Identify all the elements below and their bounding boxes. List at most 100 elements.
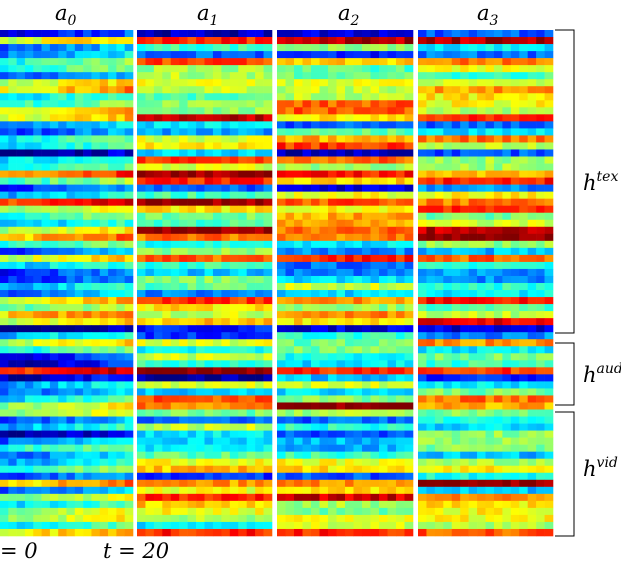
heatmap-cell [196,311,205,319]
heatmap-cell [196,444,205,452]
heatmap-cell [255,226,264,235]
heatmap-cell [58,86,67,94]
heatmap-cell [345,381,354,389]
heatmap-cell [187,44,197,52]
heatmap-cell [145,374,155,382]
heatmap-cell [370,240,380,249]
heatmap-cell [116,240,125,249]
heatmap-cell [460,479,469,488]
heatmap-cell [302,30,312,38]
heatmap-cell [536,339,545,347]
heatmap-cell [302,51,312,59]
heatmap-cell [124,493,134,502]
heatmap-cell [485,72,495,80]
heatmap-cell [353,121,363,129]
heatmap-cell [263,479,273,488]
heatmap-cell [426,416,436,424]
heatmap-cell [263,58,273,66]
heatmap-cell [319,184,329,192]
heatmap-cell [91,170,101,178]
heatmap-cell [83,170,92,178]
label-base: h [583,363,597,387]
heatmap-cell [510,121,520,129]
heatmap-cell [387,402,397,410]
heatmap-cell [162,423,172,431]
heatmap-cell [527,437,537,445]
heatmap-cell [255,44,264,52]
heatmap-cell [396,79,405,87]
heatmap-cell [41,121,51,129]
heatmap-cell [137,240,146,249]
heatmap-cell [345,156,354,164]
heatmap-cell [502,479,512,488]
heatmap-cell [434,114,444,122]
heatmap-cell [404,128,414,136]
heatmap-cell [451,191,461,199]
heatmap-cell [493,423,503,431]
heatmap-cell [319,521,329,530]
heatmap-cell [8,247,17,256]
heatmap-cell [49,212,59,221]
heatmap-cell [170,353,180,361]
heatmap-cell [328,128,337,136]
heatmap-cell [319,212,329,221]
heatmap-cell [99,409,109,417]
heatmap-cell [387,142,397,150]
heatmap-cell [311,72,320,80]
heatmap-cell [83,346,92,354]
heatmap-cell [212,135,222,143]
heatmap-cell [212,346,222,354]
heatmap-cell [294,507,303,516]
heatmap-cell [179,437,188,445]
heatmap-cell [536,44,545,52]
heatmap-cell [328,430,337,438]
heatmap-cell [426,318,436,326]
heatmap-cell [137,254,146,263]
heatmap-cell [229,360,239,368]
heatmap-cell [24,458,34,467]
heatmap-cell [108,479,117,488]
heatmap-cell [277,149,286,157]
heatmap-cell [41,514,51,523]
heatmap-cell [58,93,67,101]
heatmap-cell [485,458,495,467]
heatmap-cell [49,325,59,333]
heatmap-cell [33,290,42,298]
heatmap-cell [137,261,146,270]
heatmap-cell [255,500,264,509]
heatmap-cell [510,332,520,340]
heatmap-cell [246,458,256,467]
heatmap-cell [468,184,478,192]
heatmap-cell [418,374,427,382]
heatmap-cell [387,51,397,59]
heatmap-cell [443,128,453,136]
heatmap-cell [510,107,520,115]
heatmap-cell [285,51,295,59]
heatmap-cell [255,191,264,199]
heatmap-cell [162,247,172,256]
heatmap-cell [527,318,537,326]
heatmap-cell [229,58,239,66]
heatmap-cell [108,268,117,277]
heatmap-cell [294,198,303,206]
heatmap-cell [319,261,329,270]
heatmap-cell [443,261,453,270]
heatmap-cell [519,479,528,488]
heatmap-cell [396,304,405,312]
heatmap-cell [387,184,397,192]
heatmap-cell [116,353,125,361]
heatmap-cell [41,261,51,270]
heatmap-cell [294,226,303,235]
heatmap-cell [519,339,528,347]
heatmap-cell [519,212,528,221]
heatmap-cell [66,233,76,242]
heatmap-cell [33,311,42,319]
heatmap-cell [204,240,214,249]
heatmap-cell [212,318,222,326]
heatmap-cell [58,205,67,214]
heatmap-cell [196,72,205,80]
heatmap-cell [370,311,380,319]
heatmap-cell [519,500,528,509]
heatmap-cell [345,346,354,354]
heatmap-cell [0,254,9,263]
